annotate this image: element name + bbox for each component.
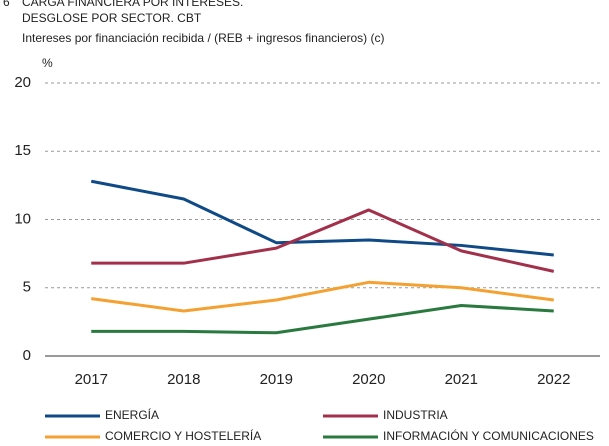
chart-title: DESGLOSE POR SECTOR. CBT (22, 11, 202, 25)
legend-label: INFORMACIÓN Y COMUNICACIONES (383, 428, 594, 443)
y-tick-label: 10 (14, 210, 31, 227)
chart-subtitle: Intereses por financiación recibida / (R… (22, 31, 385, 45)
legend-label: INDUSTRIA (383, 408, 448, 422)
y-axis-label: % (42, 56, 53, 70)
chart-title: CARGA FINANCIERA POR INTERESES. (22, 0, 243, 9)
line-series (90, 179, 554, 257)
x-tick-label: 2021 (445, 371, 478, 388)
y-tick-label: 5 (23, 279, 31, 296)
legend-label: COMERCIO Y HOSTELERÍA (105, 428, 261, 443)
x-tick-label: 2020 (352, 371, 385, 388)
x-tick-label: 2022 (537, 371, 570, 388)
line-series (91, 303, 554, 335)
x-tick-label: 2019 (260, 371, 293, 388)
x-tick-label: 2018 (167, 371, 200, 388)
y-tick-label: 15 (14, 142, 31, 159)
figure-number: 6 (3, 0, 10, 9)
legend-label: ENERGÍA (105, 407, 159, 422)
y-tick-label: 0 (23, 347, 31, 364)
line-series (91, 280, 554, 313)
y-tick-label: 20 (14, 74, 31, 91)
x-tick-label: 2017 (75, 371, 108, 388)
line-series (91, 208, 555, 273)
